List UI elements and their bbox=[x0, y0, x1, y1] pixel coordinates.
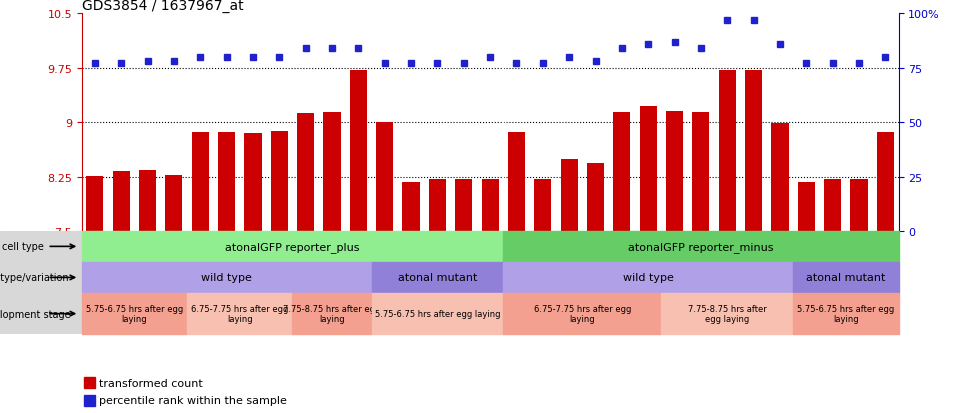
Text: genotype/variation: genotype/variation bbox=[0, 273, 69, 283]
Text: GDS3854 / 1637967_at: GDS3854 / 1637967_at bbox=[82, 0, 243, 14]
Bar bbox=[112, 172, 130, 231]
Bar bbox=[139, 171, 156, 231]
Bar bbox=[719, 71, 736, 231]
Bar bbox=[825, 179, 841, 231]
Bar bbox=[772, 123, 789, 231]
Bar bbox=[84, 395, 95, 406]
Text: development stage: development stage bbox=[0, 309, 70, 319]
Bar bbox=[508, 132, 525, 231]
Text: 5.75-6.75 hrs after egg
laying: 5.75-6.75 hrs after egg laying bbox=[798, 304, 895, 323]
Text: atonal mutant: atonal mutant bbox=[806, 273, 885, 283]
Bar bbox=[324, 113, 340, 231]
Bar bbox=[271, 131, 288, 231]
Text: wild type: wild type bbox=[201, 273, 252, 283]
Bar bbox=[613, 113, 630, 231]
Text: atonalGFP reporter_plus: atonalGFP reporter_plus bbox=[225, 241, 359, 252]
Bar bbox=[165, 176, 183, 231]
Bar bbox=[350, 71, 367, 231]
Bar bbox=[745, 71, 762, 231]
Bar bbox=[534, 179, 552, 231]
Text: atonalGFP reporter_minus: atonalGFP reporter_minus bbox=[628, 241, 774, 252]
Bar bbox=[218, 132, 235, 231]
Text: 6.75-7.75 hrs after egg
laying: 6.75-7.75 hrs after egg laying bbox=[191, 304, 288, 323]
Text: 7.75-8.75 hrs after egg
laying: 7.75-8.75 hrs after egg laying bbox=[283, 304, 381, 323]
Bar bbox=[560, 160, 578, 231]
Bar bbox=[86, 176, 104, 231]
Text: percentile rank within the sample: percentile rank within the sample bbox=[99, 395, 286, 405]
Bar bbox=[297, 114, 314, 231]
Bar bbox=[376, 123, 393, 231]
Text: atonal mutant: atonal mutant bbox=[398, 273, 477, 283]
Bar bbox=[429, 179, 446, 231]
Text: 6.75-7.75 hrs after egg
laying: 6.75-7.75 hrs after egg laying bbox=[533, 304, 631, 323]
Bar bbox=[798, 183, 815, 231]
Text: cell type: cell type bbox=[2, 242, 44, 252]
Bar bbox=[481, 179, 499, 231]
Text: 7.75-8.75 hrs after
egg laying: 7.75-8.75 hrs after egg laying bbox=[688, 304, 767, 323]
Bar bbox=[403, 182, 420, 231]
Bar bbox=[587, 164, 604, 231]
Bar bbox=[692, 113, 709, 231]
Bar bbox=[191, 132, 209, 231]
Text: wild type: wild type bbox=[623, 273, 674, 283]
Text: transformed count: transformed count bbox=[99, 378, 203, 388]
Bar bbox=[244, 134, 261, 231]
Bar bbox=[876, 132, 894, 231]
Bar bbox=[850, 179, 868, 231]
Bar bbox=[666, 112, 683, 231]
Bar bbox=[84, 377, 95, 388]
Bar bbox=[456, 179, 472, 231]
Text: 5.75-6.75 hrs after egg laying: 5.75-6.75 hrs after egg laying bbox=[375, 309, 500, 318]
Text: 5.75-6.75 hrs after egg
laying: 5.75-6.75 hrs after egg laying bbox=[86, 304, 183, 323]
Bar bbox=[640, 107, 656, 231]
